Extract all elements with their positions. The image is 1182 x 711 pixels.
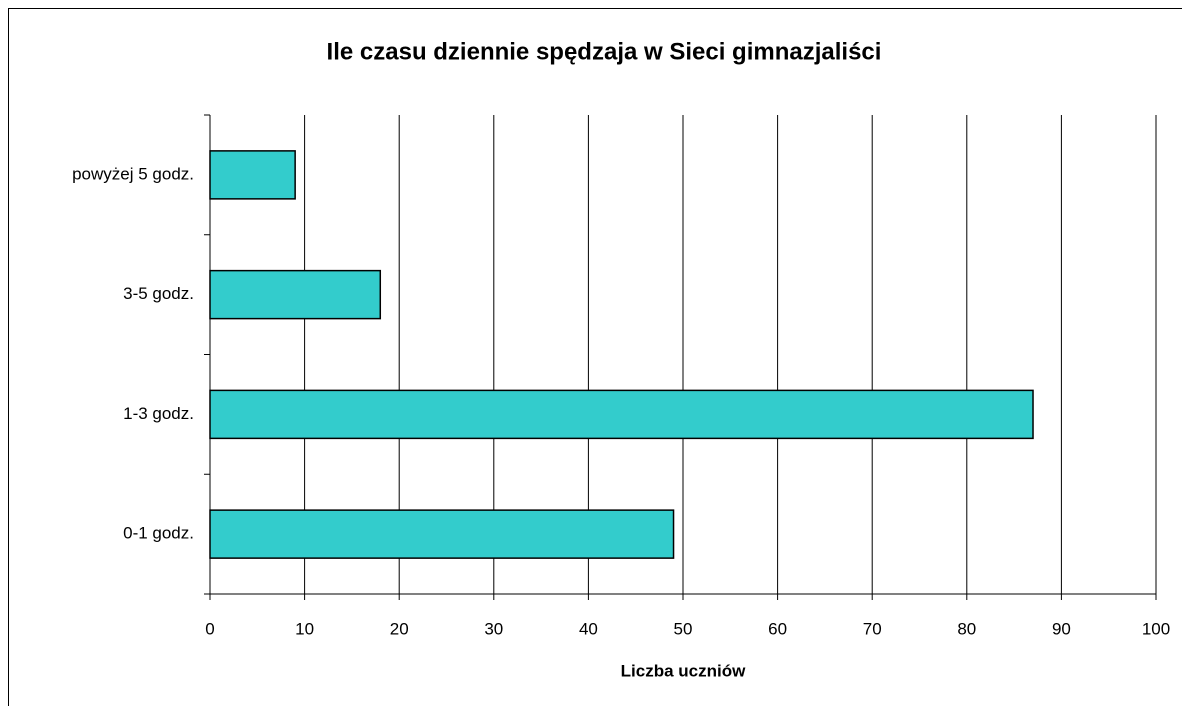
bar bbox=[210, 390, 1033, 438]
bar bbox=[210, 271, 380, 319]
x-tick-label: 0 bbox=[205, 619, 214, 638]
x-axis-title: Liczba uczniów bbox=[621, 661, 746, 680]
bar bbox=[210, 510, 674, 558]
x-tick-label: 70 bbox=[863, 619, 882, 638]
bar bbox=[210, 151, 295, 199]
x-tick-label: 40 bbox=[579, 619, 598, 638]
x-tick-label: 100 bbox=[1142, 619, 1170, 638]
x-tick-label: 20 bbox=[390, 619, 409, 638]
y-tick-label: 0-1 godz. bbox=[123, 524, 194, 543]
y-tick-label: powyżej 5 godz. bbox=[72, 164, 194, 183]
y-tick-label: 3-5 godz. bbox=[123, 284, 194, 303]
chart-frame bbox=[9, 9, 1182, 707]
x-tick-label: 30 bbox=[484, 619, 503, 638]
x-tick-label: 80 bbox=[957, 619, 976, 638]
x-tick-label: 60 bbox=[768, 619, 787, 638]
x-tick-label: 50 bbox=[674, 619, 693, 638]
x-tick-label: 10 bbox=[295, 619, 314, 638]
y-tick-label: 1-3 godz. bbox=[123, 404, 194, 423]
x-tick-label: 90 bbox=[1052, 619, 1071, 638]
chart-title: Ile czasu dziennie spędzaja w Sieci gimn… bbox=[327, 38, 882, 65]
